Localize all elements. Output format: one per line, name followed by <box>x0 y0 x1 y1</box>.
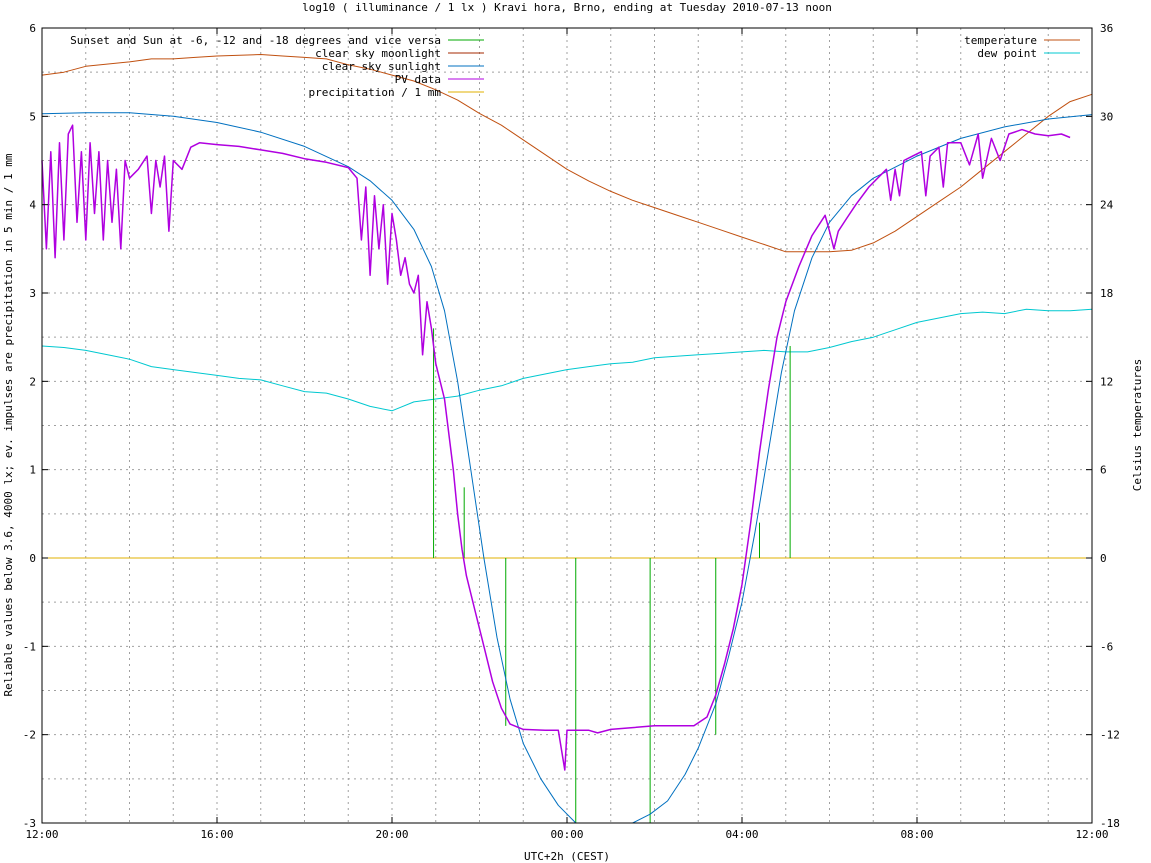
x-tick-label: 20:00 <box>375 828 408 841</box>
legend: Sunset and Sun at -6, -12 and -18 degree… <box>70 34 1080 99</box>
y-tick-label: 1 <box>29 464 36 477</box>
y2-tick-label: 24 <box>1100 199 1114 212</box>
legend-label: precipitation / 1 mm <box>309 86 442 99</box>
y2-tick-label: -18 <box>1100 817 1120 830</box>
legend-label: PV data <box>395 73 441 86</box>
pv-data-line <box>41 124 1071 771</box>
x-tick-label: 00:00 <box>550 828 583 841</box>
x-tick-label: 04:00 <box>725 828 758 841</box>
x-axis-label: UTC+2h (CEST) <box>524 850 610 863</box>
axis-ticks: 12:00 16:00 20:00 00:00 04:00 08:00 12:00-3-2-… <box>23 22 1120 841</box>
y-tick-label: 6 <box>29 22 36 35</box>
y2-tick-label: 12 <box>1100 375 1113 388</box>
dew-point-line <box>41 308 1093 412</box>
y-axis-label: Reliable values below 3.6, 4000 lx; ev. … <box>2 153 15 696</box>
grid-lines <box>42 28 1092 823</box>
y-tick-label: -2 <box>23 729 36 742</box>
y2-tick-label: 36 <box>1100 22 1113 35</box>
y2-tick-label: 6 <box>1100 464 1107 477</box>
y-tick-label: 5 <box>29 110 36 123</box>
y2-tick-label: 18 <box>1100 287 1113 300</box>
y2-tick-label: -6 <box>1100 640 1113 653</box>
x-tick-label: 12:00 <box>1075 828 1108 841</box>
x-tick-label: 08:00 <box>900 828 933 841</box>
y-tick-label: 3 <box>29 287 36 300</box>
y2-tick-label: 0 <box>1100 552 1107 565</box>
x-tick-label: 16:00 <box>200 828 233 841</box>
y2-axis-label: Celsius temperatures <box>1131 359 1144 491</box>
y2-tick-label: 30 <box>1100 110 1113 123</box>
legend-label: clear sky moonlight <box>315 47 441 60</box>
legend-label: clear sky sunlight <box>322 60 441 73</box>
y-tick-label: 0 <box>29 552 36 565</box>
x-tick-label: 12:00 <box>25 828 58 841</box>
legend-label: Sunset and Sun at -6, -12 and -18 degree… <box>70 34 441 47</box>
temperature-line <box>41 54 1093 253</box>
legend-label: temperature <box>964 34 1037 47</box>
y2-tick-label: -12 <box>1100 729 1120 742</box>
y-tick-label: 2 <box>29 375 36 388</box>
chart-title: log10 ( illuminance / 1 lx ) Kravi hora,… <box>302 1 832 14</box>
y-tick-label: -3 <box>23 817 36 830</box>
y-tick-label: 4 <box>29 199 36 212</box>
legend-label: dew point <box>977 47 1037 60</box>
y-tick-label: -1 <box>23 640 36 653</box>
